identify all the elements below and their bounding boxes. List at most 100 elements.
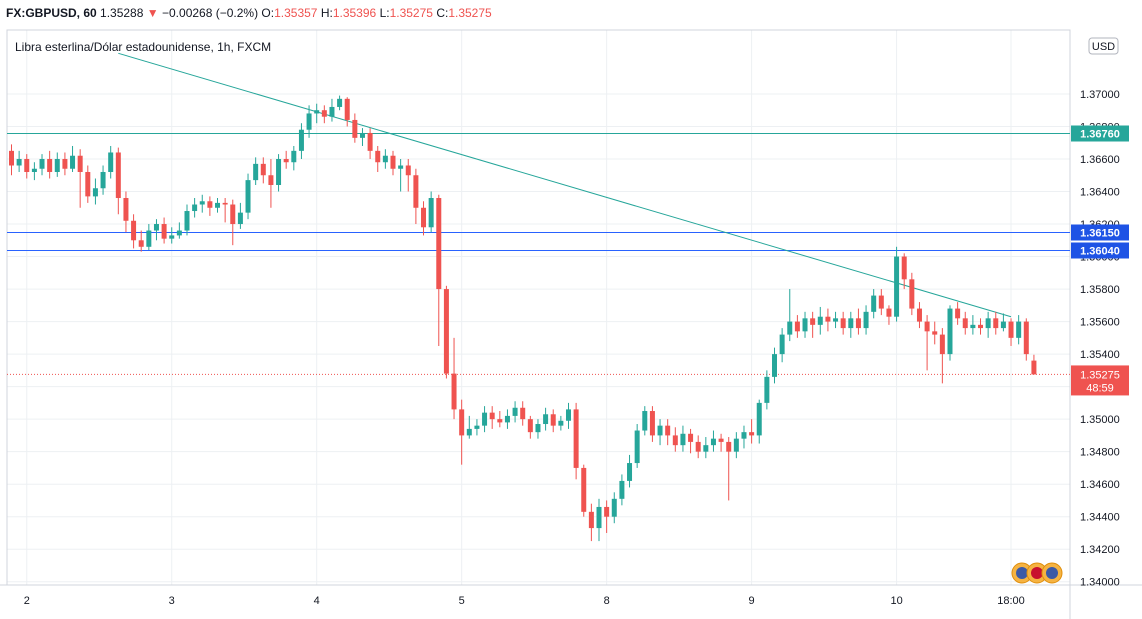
candle	[688, 428, 694, 454]
candle	[230, 199, 236, 246]
candle-body	[215, 202, 221, 208]
candle	[1031, 354, 1037, 375]
candle	[16, 150, 22, 172]
candle	[482, 406, 488, 433]
price-axis[interactable]: 1.34000 1.34200 1.34400 1.34600 1.34800 1.350…	[1080, 89, 1120, 589]
price-tick-label: 1.34200	[1080, 544, 1120, 556]
candle-body	[924, 321, 930, 332]
candle	[260, 157, 266, 184]
candle	[710, 430, 716, 452]
candle-body	[825, 316, 831, 322]
candle-body	[1016, 321, 1022, 338]
candle-body	[108, 152, 114, 172]
candle	[985, 311, 991, 338]
candle	[276, 154, 282, 192]
price-tick-label: 1.34000	[1080, 577, 1120, 589]
candle-body	[291, 150, 297, 163]
candle-body	[31, 168, 37, 172]
candle	[535, 419, 541, 439]
candle	[924, 315, 930, 371]
candle-body	[436, 198, 442, 290]
candle	[375, 145, 381, 172]
candle	[863, 305, 869, 335]
candle	[871, 289, 877, 319]
candle-body	[1000, 321, 1006, 329]
candle-body	[398, 165, 404, 169]
candle	[604, 500, 610, 533]
candle-body	[535, 424, 541, 433]
candle	[54, 152, 60, 177]
time-axis[interactable]: 2 3 4 5 8 9 10 18:00	[24, 595, 1025, 607]
candle	[619, 474, 625, 506]
symbol-label[interactable]: FX:GBPUSD, 60	[6, 6, 97, 20]
currency-label: USD	[1092, 41, 1115, 53]
candle-body	[390, 155, 396, 169]
candle	[92, 178, 98, 205]
candle-body	[268, 175, 274, 186]
candle-body	[70, 155, 76, 169]
candle-body	[932, 331, 938, 335]
candle-body	[894, 256, 900, 317]
candle-body	[520, 407, 526, 420]
candle-body	[169, 235, 175, 239]
trendline-group[interactable]	[118, 52, 1012, 318]
horizontal-levels[interactable]	[7, 133, 1070, 375]
candle-body	[131, 220, 137, 241]
flags-icon[interactable]	[1011, 562, 1063, 584]
candle-countdown-text: 48:59	[1086, 382, 1114, 394]
candle-body	[947, 308, 953, 355]
candle-body	[833, 318, 839, 322]
candle	[955, 302, 961, 325]
candle	[802, 311, 808, 338]
candle-body	[39, 158, 45, 169]
candle	[443, 285, 449, 379]
candle-body	[726, 441, 732, 452]
candle	[894, 246, 900, 322]
chart-grid	[7, 30, 1070, 585]
candle	[665, 419, 671, 446]
candle	[321, 105, 327, 124]
candle	[497, 411, 503, 428]
candle	[810, 311, 816, 338]
candle-body	[413, 175, 419, 208]
candle-body	[245, 180, 251, 213]
candle-body	[611, 498, 617, 517]
price-tick-label: 1.35000	[1080, 414, 1120, 426]
candle-body	[749, 432, 755, 436]
close-label: C:	[436, 6, 449, 20]
currency-badge[interactable]: USD	[1088, 37, 1119, 55]
price-tick-label: 1.37000	[1080, 89, 1120, 101]
candle	[253, 157, 259, 186]
candle	[833, 311, 839, 329]
candle-body	[710, 438, 716, 446]
level-price-tag	[1071, 224, 1129, 241]
candle	[85, 165, 91, 203]
level-price-tag-text: 1.36040	[1080, 246, 1120, 258]
candle	[268, 158, 274, 208]
candle-body	[298, 129, 304, 151]
candle-body	[352, 119, 358, 138]
candle	[680, 425, 686, 452]
candle	[314, 103, 320, 124]
candle-body	[161, 224, 167, 239]
candle	[192, 198, 198, 218]
candle-body	[817, 316, 823, 325]
candle	[123, 191, 129, 233]
candle-body	[680, 433, 686, 446]
candle	[237, 202, 243, 229]
candle	[840, 311, 846, 335]
candle-body	[207, 201, 213, 208]
candle-body	[627, 463, 633, 481]
candle	[726, 437, 732, 501]
candle-body	[184, 211, 190, 231]
price-tick-label: 1.34800	[1080, 447, 1120, 459]
candle-body	[405, 165, 411, 176]
candle-body	[886, 308, 892, 317]
low-label: L:	[379, 6, 390, 20]
candle-body	[421, 207, 427, 228]
candle	[565, 402, 571, 429]
candle	[939, 328, 945, 384]
candle-body	[100, 171, 106, 189]
close-value: 1.35275	[448, 6, 492, 20]
